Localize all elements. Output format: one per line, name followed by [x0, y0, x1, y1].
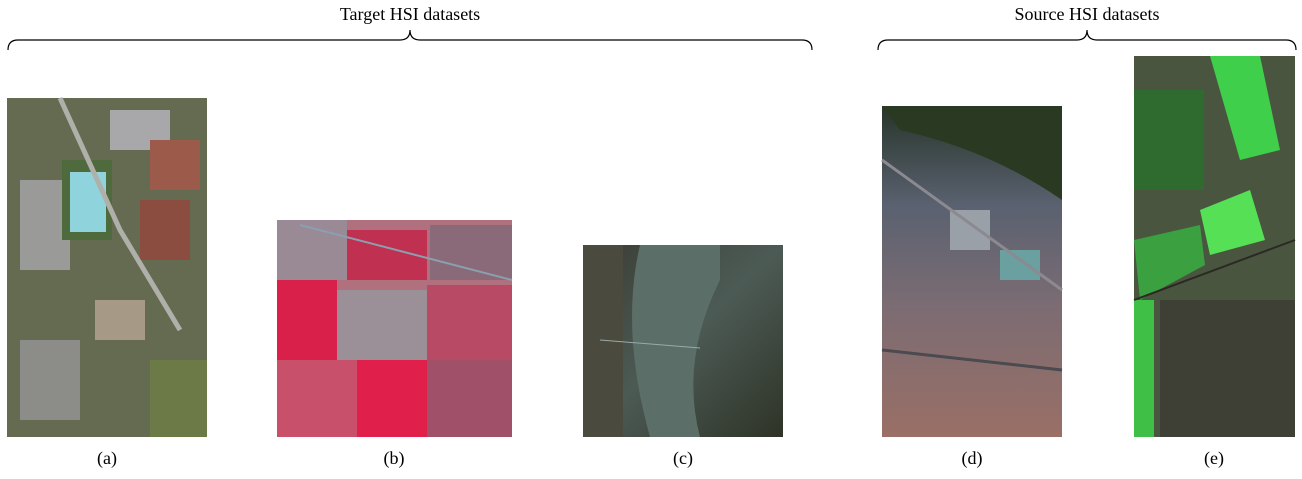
image-d [881, 106, 1063, 437]
image-b [277, 220, 513, 437]
panel-label: (c) [673, 448, 693, 469]
panel-label: (a) [97, 448, 117, 469]
image-a [7, 96, 207, 437]
brace [877, 29, 1297, 51]
brace [7, 29, 813, 51]
panel-label: (b) [384, 448, 405, 469]
panel-label: (d) [962, 448, 983, 469]
group-title: Target HSI datasets [340, 4, 480, 24]
panel-label: (e) [1204, 448, 1224, 469]
image-c [583, 245, 783, 437]
image-e [1133, 56, 1296, 437]
group-title: Source HSI datasets [1015, 4, 1160, 24]
